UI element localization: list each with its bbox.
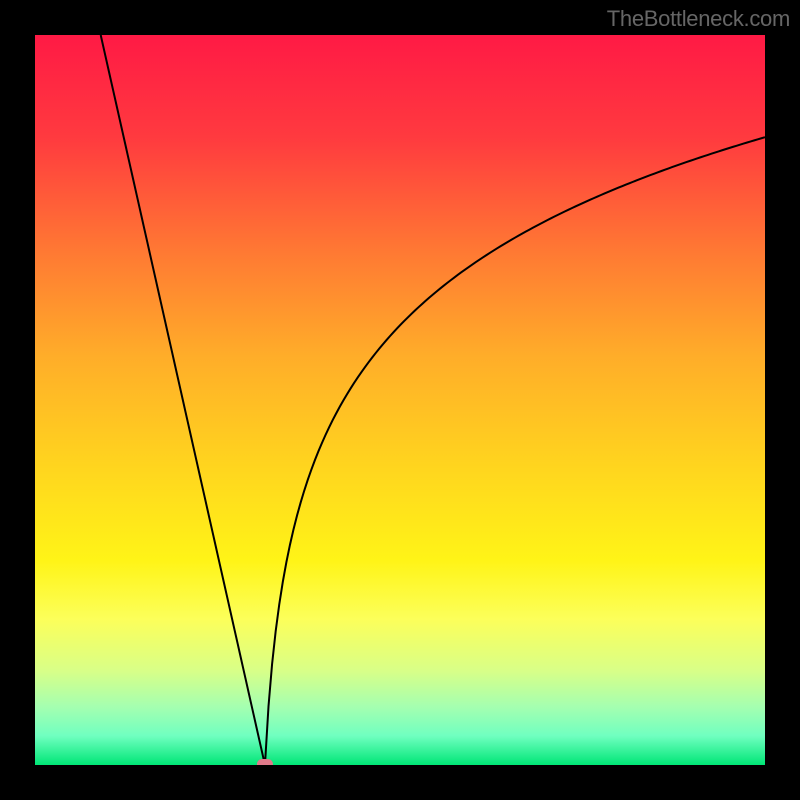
bottleneck-chart: TheBottleneck.com [0,0,800,800]
chart-svg [0,0,800,800]
plot-background [35,35,765,765]
watermark: TheBottleneck.com [607,6,790,32]
